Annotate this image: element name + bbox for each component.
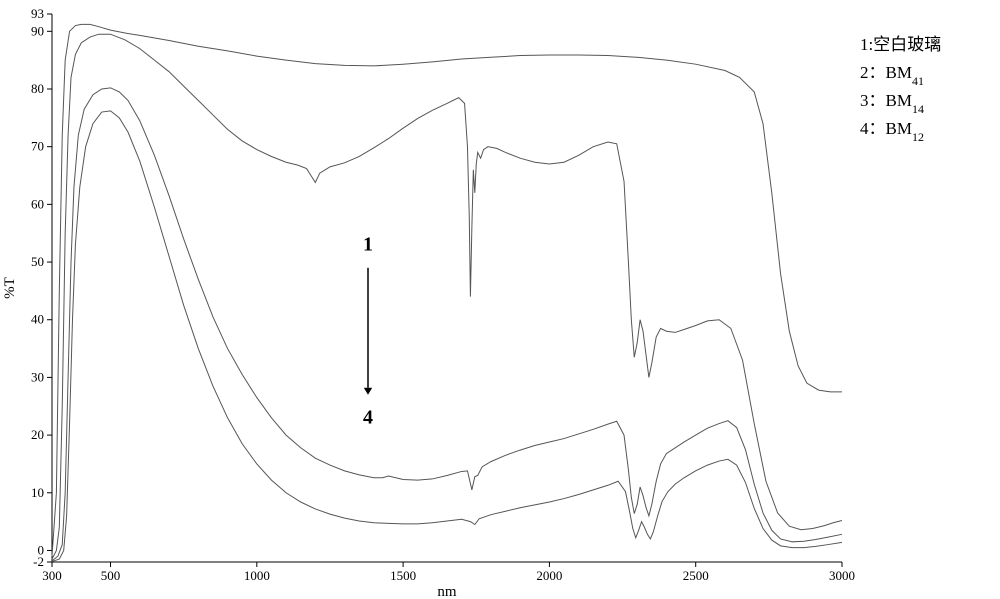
svg-text:30: 30 [31, 369, 44, 384]
svg-text:93: 93 [31, 6, 44, 21]
svg-text:500: 500 [101, 568, 121, 583]
svg-text:80: 80 [31, 81, 44, 96]
legend-item: 1:空白玻璃 [860, 35, 941, 54]
svg-text:20: 20 [31, 427, 44, 442]
svg-text:1500: 1500 [390, 568, 416, 583]
svg-text:nm: nm [437, 584, 457, 599]
svg-text:2500: 2500 [683, 568, 709, 583]
annotation-top-label: 1 [363, 234, 373, 256]
annotation-bottom-label: 4 [363, 407, 373, 429]
svg-text:3000: 3000 [829, 568, 855, 583]
svg-text:50: 50 [31, 254, 44, 269]
spectra-chart: 30050010001500200025003000nm-20102030405… [0, 0, 1000, 599]
svg-text:0: 0 [38, 542, 45, 557]
svg-text:1000: 1000 [244, 568, 270, 583]
svg-text:10: 10 [31, 485, 44, 500]
svg-text:2000: 2000 [536, 568, 562, 583]
svg-text:%T: %T [2, 277, 18, 299]
svg-text:40: 40 [31, 312, 44, 327]
svg-text:300: 300 [42, 568, 62, 583]
svg-text:90: 90 [31, 23, 44, 38]
svg-text:70: 70 [31, 139, 44, 154]
svg-text:60: 60 [31, 196, 44, 211]
